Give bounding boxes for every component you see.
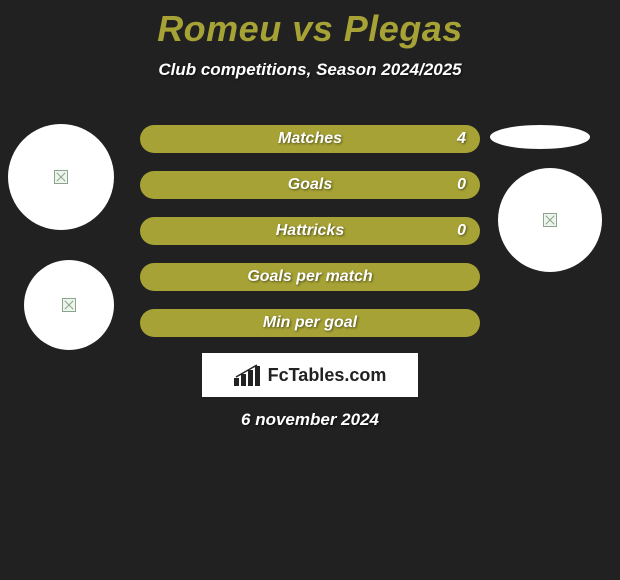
brand-badge: FcTables.com [202,353,418,397]
player-circle-right-1 [498,168,602,272]
image-placeholder-icon [62,298,76,312]
player-circle-left-2 [24,260,114,350]
page-subtitle: Club competitions, Season 2024/2025 [0,60,620,80]
stat-label: Hattricks [140,217,480,245]
stat-label: Matches [140,125,480,153]
image-placeholder-icon [54,170,68,184]
date-label: 6 november 2024 [0,410,620,430]
player-right-ellipse [490,125,590,149]
stat-row-hattricks: Hattricks 0 [140,217,480,245]
stat-row-gpm: Goals per match [140,263,480,291]
stat-row-mpg: Min per goal [140,309,480,337]
brand-text: FcTables.com [268,365,387,386]
stat-row-matches: Matches 4 [140,125,480,153]
page-title: Romeu vs Plegas [0,0,620,50]
player-circle-left-1 [8,124,114,230]
stat-value-right: 0 [457,217,466,245]
stat-row-goals: Goals 0 [140,171,480,199]
stat-value-right: 0 [457,171,466,199]
brand-bars-icon [234,364,262,386]
image-placeholder-icon [543,213,557,227]
stats-container: Matches 4 Goals 0 Hattricks 0 Goals per … [140,125,480,355]
stat-label: Goals per match [140,263,480,291]
stat-label: Goals [140,171,480,199]
stat-label: Min per goal [140,309,480,337]
stat-value-right: 4 [457,125,466,153]
